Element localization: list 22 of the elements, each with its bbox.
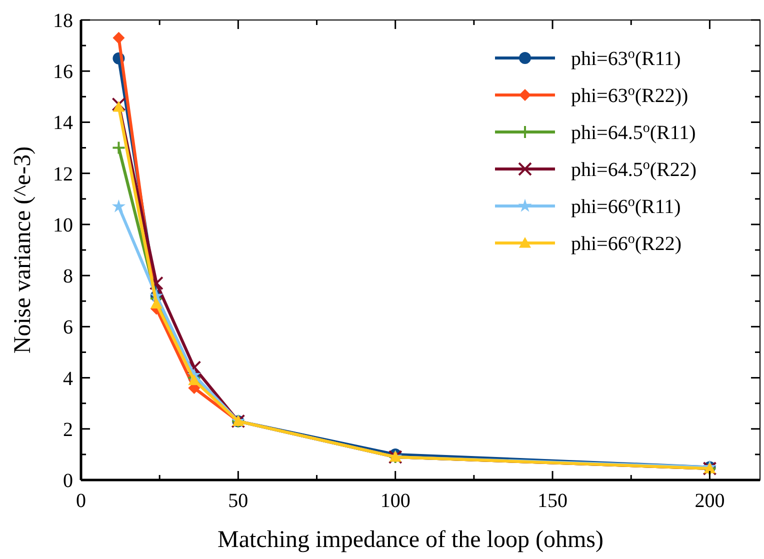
y-tick-label: 14 bbox=[53, 112, 73, 134]
y-tick-label: 10 bbox=[53, 214, 73, 236]
legend-label: phi=64.5$^{o}$(R22) bbox=[571, 158, 697, 181]
y-tick-label: 4 bbox=[63, 368, 73, 390]
y-tick-label: 16 bbox=[53, 61, 73, 84]
y-tick-label: 12 bbox=[53, 163, 73, 186]
y-tick-label: 6 bbox=[63, 316, 73, 339]
y-tick-label: 2 bbox=[63, 418, 73, 441]
y-tick-label: 18 bbox=[53, 10, 73, 32]
x-tick-label: 150 bbox=[538, 490, 568, 512]
x-tick-label: 100 bbox=[380, 490, 410, 512]
y-tick-label: 8 bbox=[63, 266, 73, 288]
x-tick-label: 200 bbox=[694, 490, 725, 512]
legend-label: phi=64.5$^{o}$(R11) bbox=[571, 120, 696, 144]
legend-label: phi=66$^{o}$(R22) bbox=[571, 232, 682, 255]
y-axis-title: Noise variance (^e-3) bbox=[10, 146, 36, 354]
legend-label: phi=63$^{o}$(R22)) bbox=[571, 84, 688, 107]
x-tick-label: 50 bbox=[228, 490, 248, 512]
y-tick-label: 0 bbox=[63, 470, 73, 492]
legend-label: phi=63$^{o}$(R11) bbox=[571, 46, 681, 70]
x-axis-title: Matching impedance of the loop (ohms) bbox=[218, 527, 604, 553]
legend-label: phi=66$^{o}$(R11) bbox=[571, 194, 681, 218]
